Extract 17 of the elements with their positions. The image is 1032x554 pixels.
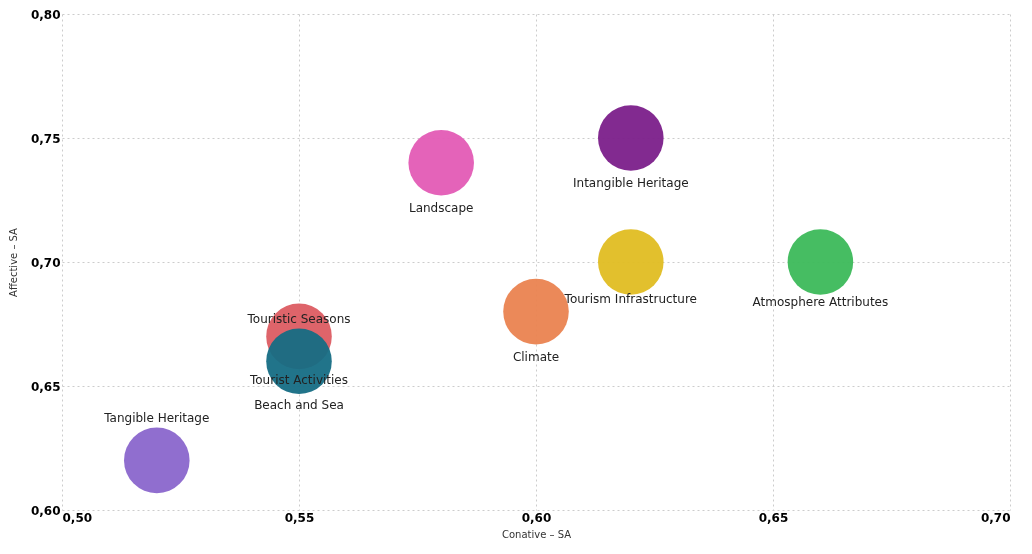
y-tick-label: 0,70 [30,255,61,270]
y-tick-label: 0,65 [30,379,61,394]
y-tick-label: 0,80 [30,7,61,22]
y-axis-title: Affective – SA [7,227,19,297]
series-label: Tangible Heritage [103,411,210,426]
annotation: Beach and Sea [254,398,344,413]
series-label: Atmosphere Attributes [752,295,889,309]
x-tick-label: 0,50 [62,510,93,525]
y-tick-label: 0,75 [30,131,61,146]
series-label: Climate [512,349,560,364]
x-tick-label: 0,55 [284,510,315,525]
x-tick-label: 0,60 [521,510,552,525]
x-axis-title: Conative – SA [501,528,572,540]
series-label: Intangible Heritage [572,176,689,190]
series-label: Landscape [408,200,474,215]
x-tick-label: 0,65 [758,510,789,525]
x-tick-label: 0,70 [980,510,1011,525]
